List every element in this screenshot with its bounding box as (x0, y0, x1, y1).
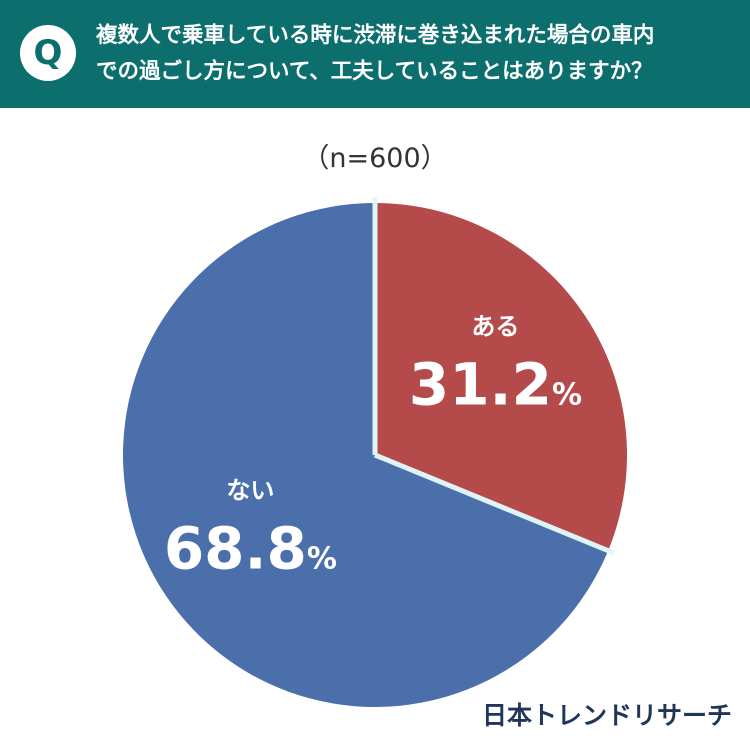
question-line-2: での過ごし方について、工夫していることはありますか？ (96, 59, 653, 84)
sample-size: （n=600） (302, 143, 448, 174)
question-header: Q 複数人で乗車している時に渋滞に巻き込まれた場合の車内 での過ごし方について、… (0, 0, 750, 108)
question-line-1: 複数人で乗車している時に渋滞に巻き込まれた場合の車内 (96, 23, 655, 48)
pie-slice-1 (375, 203, 627, 551)
question-text: 複数人で乗車している時に渋滞に巻き込まれた場合の車内 での過ごし方について、工夫… (96, 18, 736, 90)
slice-label-2: ない (226, 477, 274, 505)
slice-separator-2 (374, 452, 615, 556)
slice-value-2: 68.8% (164, 515, 337, 583)
slice-value-1: 31.2% (409, 350, 582, 418)
pie-slice-2 (123, 203, 609, 707)
brand-logo-text: 日本トレンドリサーチ (481, 701, 732, 730)
slice-label-1: ある (471, 312, 519, 340)
question-badge: Q (20, 25, 76, 81)
